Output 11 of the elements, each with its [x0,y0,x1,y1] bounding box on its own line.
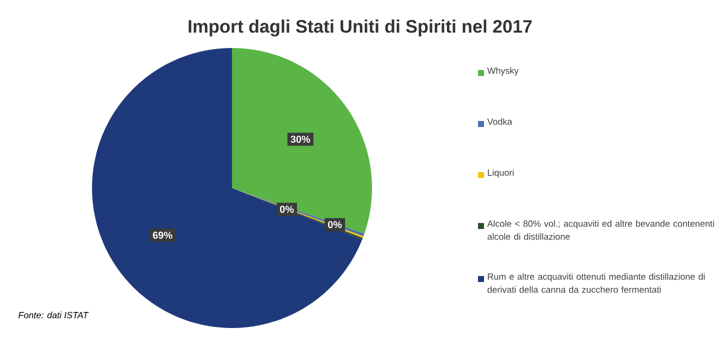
legend-label: Rum e altre acquaviti ottenuti mediante distillazione di derivati della canna da zucchero fermentati [488,273,705,293]
chart-title: Import dagli Stati Uniti di Spiriti nel 2017 [188,20,532,36]
data-label: 30% [290,136,310,143]
data-label: 0% [328,221,342,228]
legend-label: Alcole < 80% vol.; acquaviti ed altre bevande contenenti alcole di distillazione [487,220,714,240]
legend-label: Liquori [488,169,514,178]
legend-label: Vodka [487,118,512,125]
legend-label: Whysky [487,67,519,76]
data-label: 69% [152,232,172,239]
data-label: 0% [280,206,294,213]
text: Fonte: dati ISTAT [18,312,89,318]
